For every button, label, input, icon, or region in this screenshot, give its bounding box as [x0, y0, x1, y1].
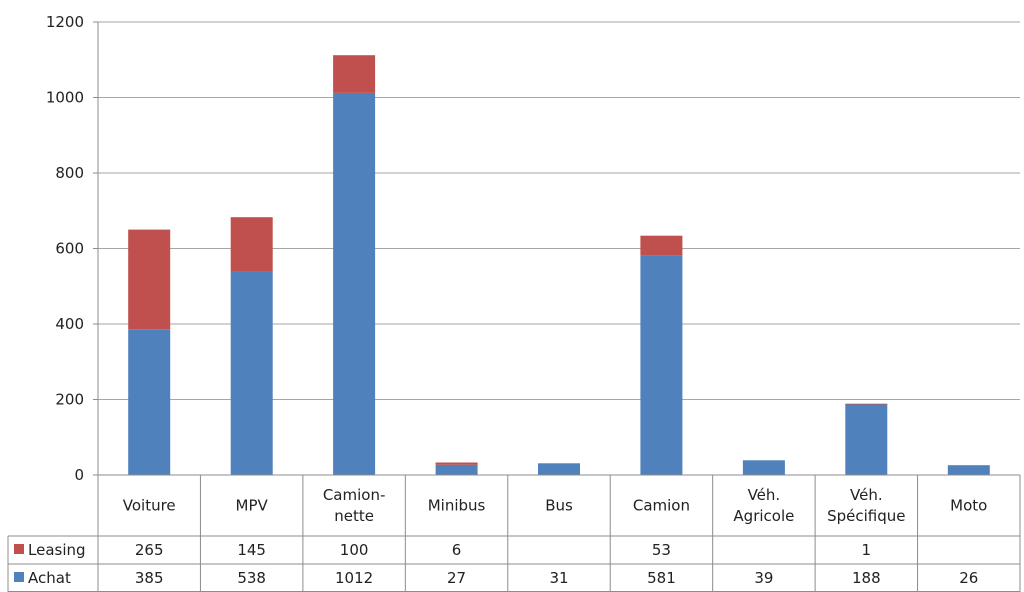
data-label-leasing: 265: [135, 541, 164, 559]
bar-achat: [845, 404, 888, 475]
category-label: Spécifique: [827, 507, 905, 525]
bar-achat: [538, 463, 580, 475]
y-tick-label: 800: [55, 164, 84, 182]
data-label-achat: 1012: [335, 569, 373, 587]
data-label-achat: 188: [852, 569, 881, 587]
y-tick-label: 200: [55, 391, 84, 409]
category-label: Camion: [633, 497, 690, 515]
bar-achat: [230, 271, 273, 475]
legend-key-leasing: [14, 544, 24, 554]
bar-leasing: [333, 55, 376, 93]
data-label-achat: 581: [647, 569, 676, 587]
bar-achat: [128, 329, 171, 475]
y-tick-label: 400: [55, 315, 84, 333]
data-label-achat: 39: [754, 569, 773, 587]
category-label: Minibus: [428, 497, 486, 515]
data-label-achat: 385: [135, 569, 164, 587]
legend-label-achat: Achat: [28, 569, 71, 587]
data-label-leasing: 1: [862, 541, 872, 559]
data-label-achat: 31: [549, 569, 568, 587]
data-label-leasing: 53: [652, 541, 671, 559]
bar-achat: [333, 93, 376, 475]
legend-key-achat: [14, 572, 24, 582]
category-label: Bus: [545, 497, 573, 515]
bar-leasing: [230, 217, 273, 272]
bar-achat: [742, 460, 785, 475]
bar-leasing: [128, 229, 171, 330]
category-label: Véh.: [850, 486, 883, 504]
bar-leasing: [435, 462, 478, 465]
data-label-achat: 27: [447, 569, 466, 587]
bar-achat: [947, 465, 990, 475]
bar-achat: [435, 464, 478, 475]
y-tick-label: 1000: [46, 89, 84, 107]
data-label-leasing: 100: [340, 541, 369, 559]
bar-leasing: [640, 235, 683, 256]
y-tick-label: 1200: [46, 13, 84, 31]
data-label-leasing: 6: [452, 541, 462, 559]
y-tick-label: 0: [74, 466, 84, 484]
category-label: MPV: [236, 497, 269, 515]
category-label: Camion-: [323, 486, 386, 504]
data-label-achat: 26: [959, 569, 978, 587]
legend-label-leasing: Leasing: [28, 541, 86, 559]
data-label-leasing: 145: [237, 541, 266, 559]
category-label: nette: [334, 507, 374, 525]
y-tick-label: 600: [55, 240, 84, 258]
category-label: Moto: [950, 497, 987, 515]
bar-achat: [640, 255, 683, 475]
category-label: Véh.: [748, 486, 781, 504]
category-label: Voiture: [123, 497, 176, 515]
bar-leasing: [845, 403, 888, 405]
data-label-achat: 538: [237, 569, 266, 587]
category-label: Agricole: [733, 507, 794, 525]
